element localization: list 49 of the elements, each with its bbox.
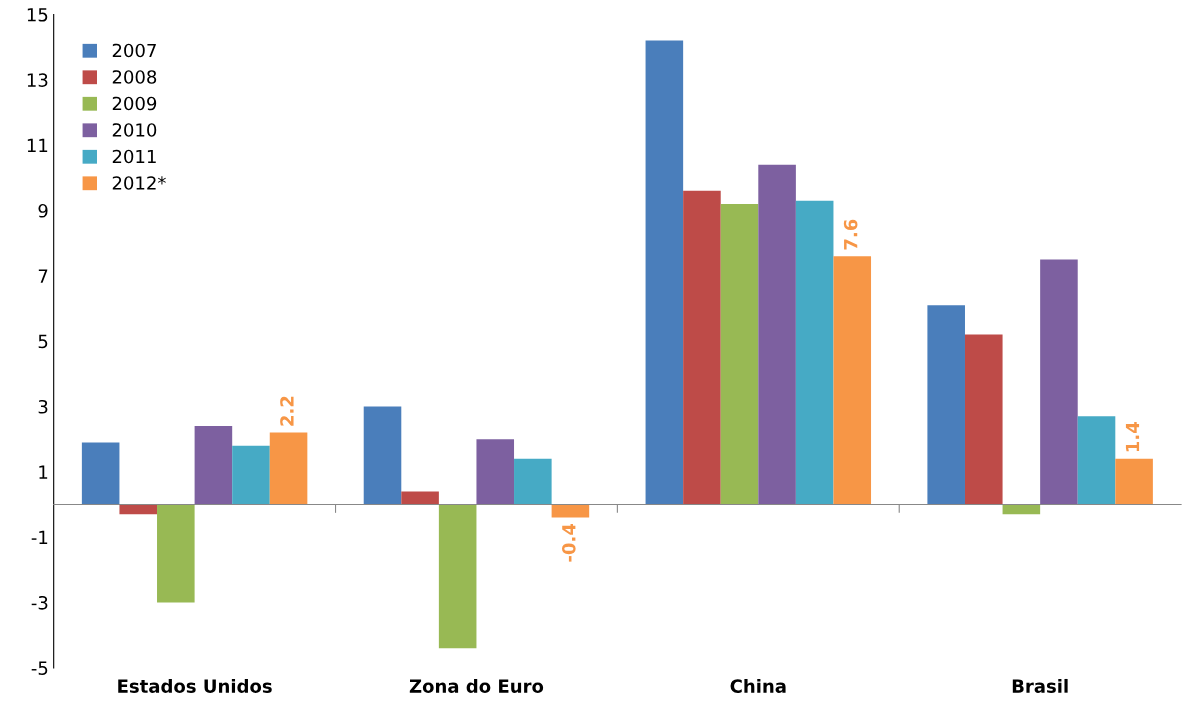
legend-label: 2009: [112, 96, 157, 111]
bar: [363, 406, 402, 505]
legend-label: 2011: [112, 149, 156, 164]
bar: [81, 442, 120, 505]
x-tick-label: Estados Unidos: [118, 678, 272, 693]
y-tick-label: 3: [38, 399, 48, 414]
y-tick-label: -3: [31, 595, 48, 610]
data-label: -0.4: [561, 523, 576, 562]
y-tick-label: -5: [31, 661, 48, 675]
data-label: 2.2: [280, 396, 294, 426]
bar: [119, 504, 158, 515]
bar: [269, 432, 308, 505]
bar: [927, 305, 965, 505]
bar: [1040, 259, 1078, 505]
x-tick-label: Zona do Euro: [409, 678, 544, 693]
bar: [833, 256, 872, 505]
bar: [964, 334, 1003, 505]
bar: [476, 439, 515, 505]
y-tick-label: 13: [27, 73, 48, 87]
bar: [758, 164, 796, 505]
y-tick-label: 1: [39, 465, 48, 479]
data-label: 1.4: [1125, 422, 1140, 452]
bar: [720, 203, 759, 505]
legend-label: 2010: [112, 123, 157, 137]
data-label: 7.6: [843, 219, 858, 250]
y-tick-label: 7: [38, 269, 48, 283]
bar: [1002, 504, 1041, 515]
bar: [1115, 458, 1153, 505]
bar: [401, 491, 439, 505]
bar: [194, 426, 233, 505]
y-tick-label: 5: [38, 334, 48, 349]
y-tick-label: 15: [27, 8, 48, 22]
bar: [232, 445, 270, 505]
x-tick-label: China: [730, 678, 786, 693]
y-tick-label: 11: [27, 138, 48, 152]
bar: [438, 504, 477, 649]
legend-label: 2008: [112, 70, 157, 84]
bar: [157, 504, 195, 603]
bar: [795, 200, 834, 505]
x-tick-label: Brasil: [1012, 678, 1068, 693]
bar: [1077, 416, 1116, 505]
legend-label: 2012*: [112, 176, 166, 190]
bar: [514, 458, 552, 505]
bar: [683, 190, 721, 505]
legend-label: 2007: [112, 43, 156, 58]
bar: [645, 40, 684, 505]
y-tick-label: 9: [38, 203, 48, 218]
y-tick-label: -1: [31, 530, 48, 545]
bar: [551, 504, 590, 518]
